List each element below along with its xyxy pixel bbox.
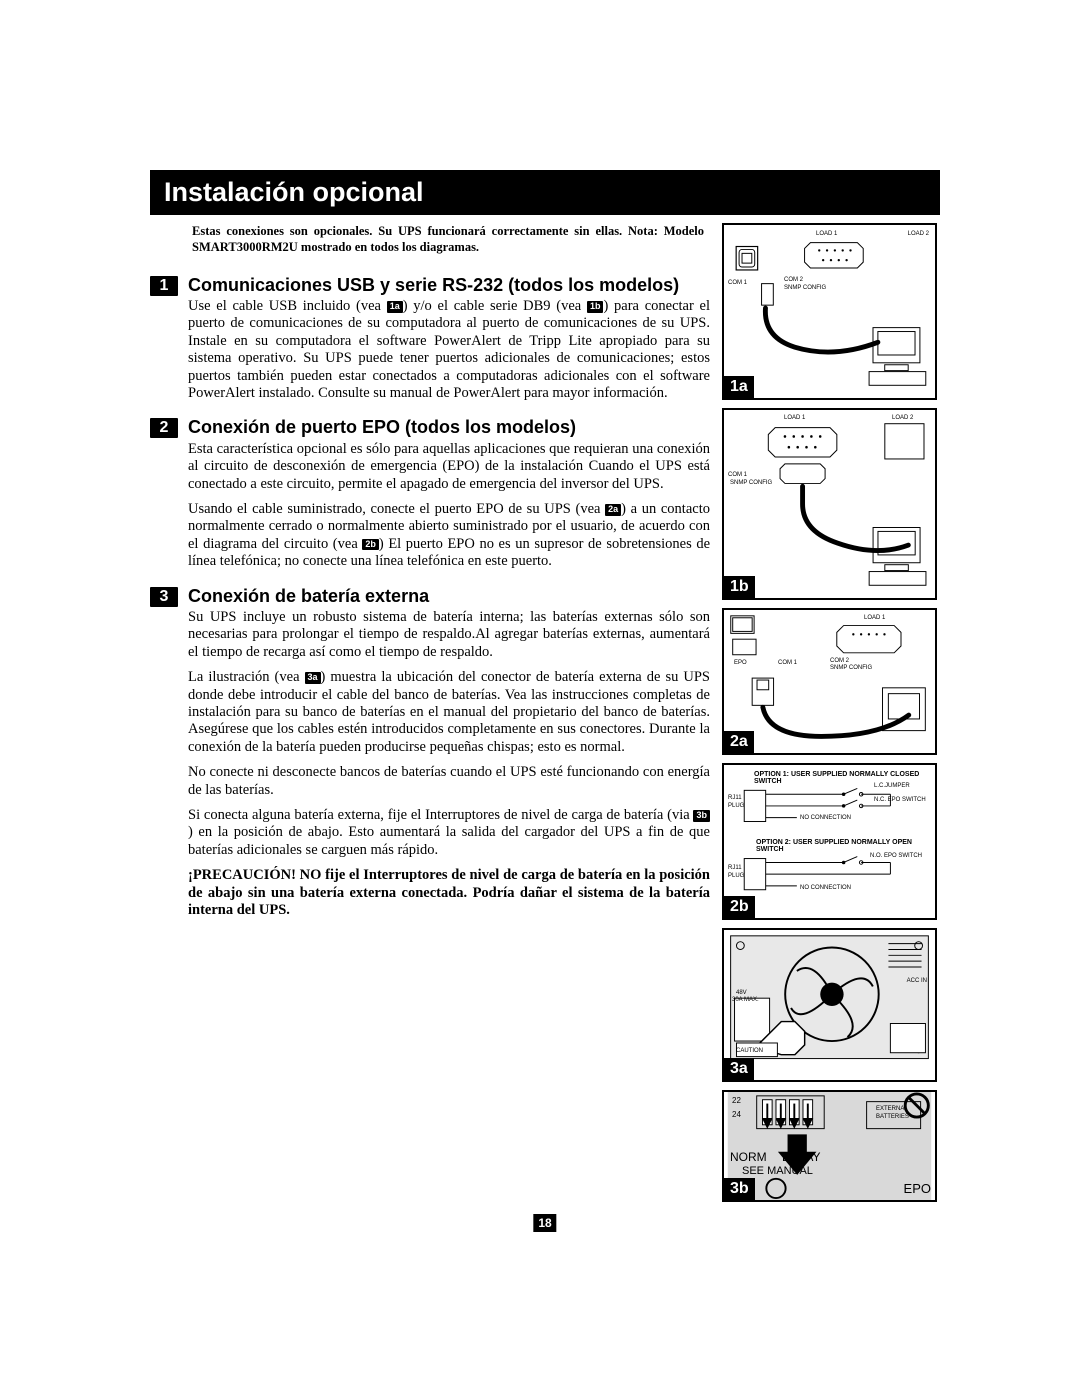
norm: NORM xyxy=(730,1150,767,1164)
diagram-1b-label: 1b xyxy=(724,576,755,598)
section-3-body: Su UPS incluye un robusto sistema de bat… xyxy=(150,609,710,919)
diagram-1a: LOAD 1 LOAD 2 COM 1 COM 2 SNMP CONFIG 1a xyxy=(722,223,937,400)
diagram-2b-label: 2b xyxy=(724,896,755,918)
badge-1: 1 xyxy=(150,276,178,296)
label-load2: LOAD 2 xyxy=(908,231,929,237)
pluga: PLUG xyxy=(728,803,744,809)
left-column: Estas conexiones son opcionales. Su UPS … xyxy=(150,223,710,1202)
amps: 30A MAX. xyxy=(732,997,759,1003)
v48: 48V xyxy=(736,990,747,996)
inline-badge-2b: 2b xyxy=(362,539,379,551)
intro-note: Estas conexiones son opcionales. Su UPS … xyxy=(150,223,710,256)
label-load2b: LOAD 2 xyxy=(892,415,913,421)
nc: N.C. EPO SWITCH xyxy=(874,797,926,803)
right-column: LOAD 1 LOAD 2 COM 1 COM 2 SNMP CONFIG 1a xyxy=(722,223,937,1202)
paragraph: Usando el cable suministrado, conecte el… xyxy=(188,501,710,571)
label-com12a: COM 1 xyxy=(778,660,797,666)
rj11b: RJ11 xyxy=(728,865,742,871)
paragraph: Use el cable USB incluido (vea 1a) y/o e… xyxy=(188,298,710,402)
section-1-heading: 1 Comunicaciones USB y serie RS-232 (tod… xyxy=(150,274,710,297)
rj11a: RJ11 xyxy=(728,795,742,801)
diagram-3b-label: 3b xyxy=(724,1178,755,1200)
heading-1-text: Comunicaciones USB y serie RS-232 (todos… xyxy=(188,274,679,297)
page-number: 18 xyxy=(533,1214,556,1232)
accin: ACC IN xyxy=(907,978,927,984)
paragraph: ¡PRECAUCIÓN! NO fije el Interruptores de… xyxy=(188,867,710,919)
badge-3: 3 xyxy=(150,587,178,607)
page: Instalación opcional Estas conexiones so… xyxy=(150,170,940,1202)
label-com2: COM 2 xyxy=(784,277,803,283)
label-com: COM 1 xyxy=(728,280,747,286)
inline-badge-2a: 2a xyxy=(605,504,621,516)
section-2-body: Esta característica opcional es sólo par… xyxy=(150,441,710,571)
label-epo2a: EPO xyxy=(734,660,747,666)
label-snmp: SNMP CONFIG xyxy=(784,285,826,291)
section-2-heading: 2 Conexión de puerto EPO (todos los mode… xyxy=(150,416,710,439)
section-1-body: Use el cable USB incluido (vea 1a) y/o e… xyxy=(150,298,710,402)
inline-badge-1a: 1a xyxy=(387,301,403,313)
page-title: Instalación opcional xyxy=(150,170,940,215)
epo3b: EPO xyxy=(904,1181,931,1196)
heading-2-text: Conexión de puerto EPO (todos los modelo… xyxy=(188,416,576,439)
inline-badge-3a: 3a xyxy=(305,672,321,684)
inline-badge-1b: 1b xyxy=(587,301,604,313)
label-load12a: LOAD 1 xyxy=(864,615,885,621)
label-load1: LOAD 1 xyxy=(816,231,837,237)
diagram-1a-label: 1a xyxy=(724,376,754,398)
label-load1b: LOAD 1 xyxy=(784,415,805,421)
ext: EXTERNAL xyxy=(876,1106,908,1112)
plugb: PLUG xyxy=(728,873,744,879)
bat: BATTERIES xyxy=(876,1114,909,1120)
section-3-heading: 3 Conexión de batería externa xyxy=(150,585,710,608)
paragraph: No conecte ni desconecte bancos de bater… xyxy=(188,764,710,799)
paragraph: La ilustración (vea 3a) muestra la ubica… xyxy=(188,669,710,756)
n22: 22 xyxy=(732,1096,741,1105)
delay: DELAY xyxy=(782,1150,820,1164)
label-snmpb: SNMP CONFIG xyxy=(730,480,772,486)
paragraph: Esta característica opcional es sólo par… xyxy=(188,441,710,493)
badge-2: 2 xyxy=(150,418,178,438)
jumper: L.C.JUMPER xyxy=(874,783,910,789)
columns: Estas conexiones son opcionales. Su UPS … xyxy=(150,223,940,1202)
diagram-2b: OPTION 1: USER SUPPLIED NORMALLY CLOSED … xyxy=(722,763,937,920)
diagram-3a: 48V 30A MAX. CAUTION ACC IN 3a xyxy=(722,928,937,1082)
noconn2: NO CONNECTION xyxy=(800,885,851,891)
paragraph: Si conecta alguna batería externa, fije … xyxy=(188,807,710,859)
inline-badge-3b: 3b xyxy=(693,810,710,822)
noconn1: NO CONNECTION xyxy=(800,815,851,821)
paragraph: Su UPS incluye un robusto sistema de bat… xyxy=(188,609,710,661)
label-snmp2a: SNMP CONFIG xyxy=(830,665,872,671)
label-com1b: COM 1 xyxy=(728,472,747,478)
n24: 24 xyxy=(732,1110,741,1119)
opt2: OPTION 2: USER SUPPLIED NORMALLY OPEN SW… xyxy=(756,839,935,853)
diagram-1b: LOAD 1 LOAD 2 COM 1 SNMP CONFIG 1b xyxy=(722,408,937,600)
diagram-3a-label: 3a xyxy=(724,1058,754,1080)
diagram-3b: 22 24 NORM DELAY SEE MANUAL EPO EXTERNAL… xyxy=(722,1090,937,1202)
diagram-2a: LOAD 1 EPO COM 1 COM 2 SNMP CONFIG 2a xyxy=(722,608,937,755)
no: N.O. EPO SWITCH xyxy=(870,853,922,859)
caution: CAUTION xyxy=(736,1048,763,1054)
diagram-2a-label: 2a xyxy=(724,731,754,753)
heading-3-text: Conexión de batería externa xyxy=(188,585,429,608)
manual: SEE MANUAL xyxy=(742,1165,813,1177)
label-com22a: COM 2 xyxy=(830,658,849,664)
